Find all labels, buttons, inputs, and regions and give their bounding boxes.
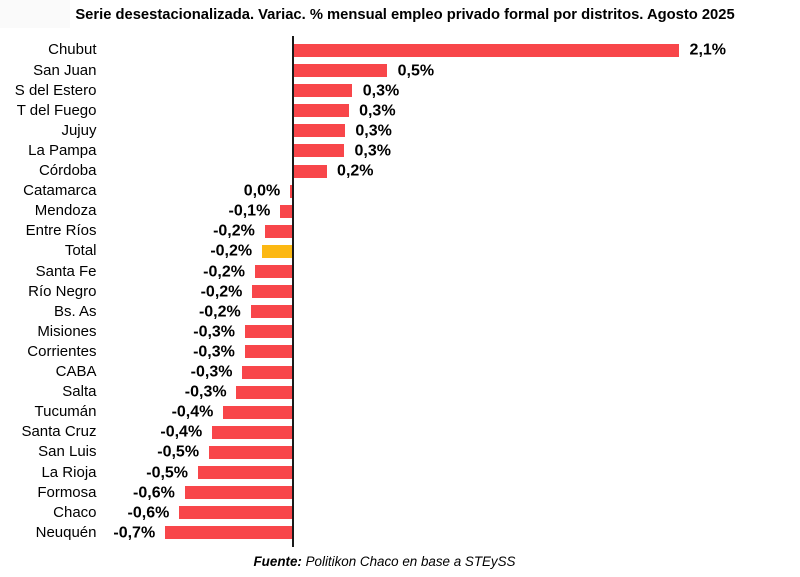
value-label: -0,4% bbox=[171, 403, 214, 421]
category-label: Chubut bbox=[48, 41, 97, 59]
bar bbox=[264, 224, 293, 238]
bar bbox=[289, 184, 293, 198]
bar bbox=[293, 124, 345, 138]
bar bbox=[184, 486, 293, 500]
category-label: La Rioja bbox=[41, 463, 97, 481]
category-label: Formosa bbox=[37, 483, 97, 501]
bar bbox=[244, 325, 293, 339]
chart-title: Serie desestacionalizada. Variac. % mens… bbox=[75, 7, 735, 24]
bar bbox=[244, 345, 293, 359]
bar bbox=[164, 526, 293, 540]
category-label: Mendoza bbox=[34, 202, 97, 220]
bar bbox=[280, 204, 293, 218]
category-label: CABA bbox=[55, 363, 97, 380]
bar bbox=[293, 104, 349, 118]
bar bbox=[293, 164, 327, 178]
zero-axis-line bbox=[292, 35, 294, 548]
value-label: 0,3% bbox=[355, 122, 392, 140]
value-label: 0,3% bbox=[359, 102, 396, 120]
category-label: Entre Ríos bbox=[25, 222, 97, 240]
value-label: -0,7% bbox=[113, 524, 156, 542]
category-label: Córdoba bbox=[38, 162, 97, 179]
value-label: -0,2% bbox=[200, 283, 243, 301]
bar bbox=[179, 506, 293, 520]
category-label: Bs. As bbox=[53, 302, 97, 320]
category-label: Jujuy bbox=[61, 121, 97, 139]
category-label: Misiones bbox=[37, 322, 97, 340]
source-text-label: Politikon Chaco en base a STEySS bbox=[301, 553, 516, 569]
value-label: -0,5% bbox=[146, 464, 189, 481]
bar bbox=[197, 466, 293, 479]
category-label: Chaco bbox=[53, 503, 97, 521]
bar bbox=[250, 305, 293, 319]
category-label: San Juan bbox=[33, 61, 97, 79]
value-label: 0,3% bbox=[362, 82, 400, 100]
category-label: Río Negro bbox=[28, 282, 97, 300]
bar bbox=[252, 285, 293, 299]
category-label: T del Fuego bbox=[16, 101, 97, 119]
value-label: 0,5% bbox=[397, 62, 435, 79]
bar bbox=[293, 84, 353, 98]
value-label: -0,3% bbox=[190, 363, 233, 381]
category-label: Total bbox=[64, 242, 97, 260]
value-label: -0,4% bbox=[160, 423, 203, 441]
bar bbox=[236, 385, 293, 399]
value-label: -0,2% bbox=[198, 303, 241, 321]
category-label: Neuquén bbox=[35, 523, 97, 541]
category-label: La Pampa bbox=[28, 141, 97, 159]
value-label: -0,1% bbox=[228, 202, 271, 220]
value-label: -0,3% bbox=[193, 343, 235, 361]
bar bbox=[242, 365, 293, 379]
category-label: Salta bbox=[62, 383, 97, 401]
value-label: -0,5% bbox=[157, 443, 200, 461]
value-label: 0,3% bbox=[354, 142, 391, 160]
value-label: -0,6% bbox=[127, 504, 170, 522]
value-label: -0,2% bbox=[213, 222, 255, 240]
value-label: -0,6% bbox=[133, 484, 175, 502]
value-label: -0,2% bbox=[203, 263, 245, 280]
value-label: 0,0% bbox=[243, 182, 281, 200]
bar bbox=[254, 265, 293, 278]
category-label: Tucumán bbox=[34, 403, 97, 421]
bar bbox=[208, 445, 293, 459]
bar bbox=[293, 43, 680, 57]
bar bbox=[223, 405, 293, 419]
category-label: Catamarca bbox=[23, 182, 97, 200]
bar bbox=[293, 64, 388, 77]
category-label: Santa Cruz bbox=[21, 423, 97, 441]
category-label: Santa Fe bbox=[35, 262, 97, 280]
value-label: -0,3% bbox=[193, 323, 236, 341]
bar-highlight bbox=[261, 244, 293, 258]
bar bbox=[211, 425, 293, 439]
value-label: -0,3% bbox=[184, 383, 227, 401]
corner-artifact bbox=[0, 0, 70, 28]
category-label: San Luis bbox=[38, 443, 97, 461]
category-label: S del Estero bbox=[14, 81, 97, 99]
category-label: Corrientes bbox=[27, 342, 97, 360]
bar bbox=[293, 144, 344, 158]
source-note: Fuente: Politikon Chaco en base a STEySS bbox=[254, 553, 516, 570]
value-label: 2,1% bbox=[689, 41, 727, 59]
value-label: -0,2% bbox=[210, 242, 253, 260]
value-label: 0,2% bbox=[337, 162, 374, 180]
source-prefix-label: Fuente: bbox=[253, 553, 302, 569]
